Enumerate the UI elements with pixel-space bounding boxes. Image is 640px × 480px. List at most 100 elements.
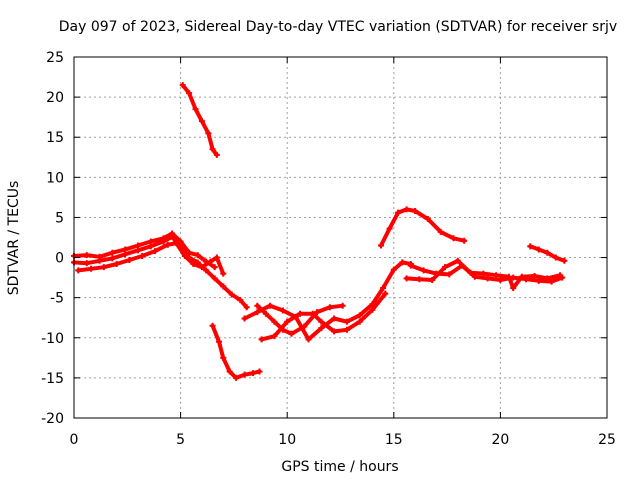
data-point: [220, 270, 227, 277]
series-line: [210, 323, 262, 380]
data-point: [390, 266, 397, 273]
data-point: [109, 249, 116, 256]
data-point: [164, 241, 171, 248]
data-point: [450, 235, 457, 242]
data-point: [198, 264, 205, 271]
data-point: [109, 255, 116, 262]
data-point: [505, 273, 512, 280]
data-point: [181, 252, 188, 259]
series-line: [259, 291, 388, 342]
data-point: [369, 306, 376, 313]
data-point: [220, 283, 227, 290]
data-point: [209, 146, 216, 153]
data-point: [407, 262, 414, 269]
data-point: [326, 304, 333, 311]
data-point: [467, 269, 474, 276]
data-point: [380, 285, 387, 292]
series-arc-post-noon-b: [403, 257, 564, 292]
data-point: [284, 318, 291, 325]
data-point: [256, 368, 263, 375]
series-arc-main-lower: [75, 240, 227, 277]
data-point: [557, 272, 564, 279]
data-point: [134, 247, 141, 254]
data-point: [497, 277, 504, 284]
data-point: [429, 277, 436, 284]
data-point: [243, 304, 250, 311]
y-tick-label: 10: [46, 170, 64, 186]
data-point: [544, 275, 551, 282]
y-tick-label: -20: [41, 411, 64, 427]
data-point: [305, 336, 312, 343]
data-point: [267, 302, 274, 309]
data-point: [356, 312, 363, 319]
data-point: [126, 256, 133, 263]
x-tick-label: 0: [70, 432, 79, 448]
series-layer: [71, 82, 568, 381]
data-point: [241, 315, 248, 322]
x-tick-label: 15: [385, 432, 403, 448]
data-point: [177, 238, 184, 245]
data-point: [233, 374, 240, 381]
data-point: [96, 257, 103, 264]
y-tick-label: -15: [41, 371, 64, 387]
data-point: [531, 273, 538, 280]
data-point: [122, 251, 129, 258]
data-point: [288, 330, 295, 337]
data-point: [403, 275, 410, 282]
data-point: [83, 252, 90, 259]
data-point: [356, 318, 363, 325]
data-point: [416, 276, 423, 283]
data-point: [301, 323, 308, 330]
data-point: [296, 310, 303, 317]
data-point: [343, 326, 350, 333]
data-point: [205, 130, 212, 137]
data-point: [395, 209, 402, 216]
data-point: [518, 273, 525, 280]
data-point: [228, 291, 235, 298]
data-point: [211, 264, 218, 271]
data-point: [412, 208, 419, 215]
data-point: [147, 243, 154, 250]
data-point: [309, 310, 316, 317]
data-point: [213, 254, 220, 261]
data-point: [198, 118, 205, 125]
data-point: [544, 249, 551, 256]
data-point: [160, 238, 167, 245]
data-point: [314, 309, 321, 316]
data-point: [386, 225, 393, 232]
x-tick-label: 5: [176, 432, 185, 448]
data-point: [186, 90, 193, 97]
data-point: [237, 297, 244, 304]
data-point: [211, 275, 218, 282]
data-point: [480, 270, 487, 277]
data-point: [331, 328, 338, 335]
data-point: [424, 216, 431, 223]
data-point: [262, 310, 269, 317]
data-point: [399, 259, 406, 266]
data-point: [220, 354, 227, 361]
data-point: [113, 260, 120, 267]
data-point: [100, 264, 107, 271]
grid: [74, 57, 607, 418]
data-point: [179, 82, 186, 89]
x-axis-title: GPS time / hours: [281, 459, 398, 475]
data-point: [279, 307, 286, 314]
y-tick-label: -5: [50, 291, 64, 307]
data-point: [441, 264, 448, 271]
data-point: [83, 260, 90, 267]
x-tick-label: 20: [491, 432, 509, 448]
data-point: [271, 318, 278, 325]
data-point: [484, 275, 491, 282]
data-point: [527, 243, 534, 250]
data-point: [226, 368, 233, 375]
ticks: [73, 56, 608, 419]
data-point: [437, 228, 444, 235]
y-tick-label: 20: [46, 90, 64, 106]
y-tick-label: -10: [41, 331, 64, 347]
data-point: [213, 151, 220, 158]
series-arc-deep-dip: [209, 322, 263, 381]
y-tick-label: 15: [46, 130, 64, 146]
data-point: [88, 265, 95, 272]
data-point: [548, 278, 555, 285]
